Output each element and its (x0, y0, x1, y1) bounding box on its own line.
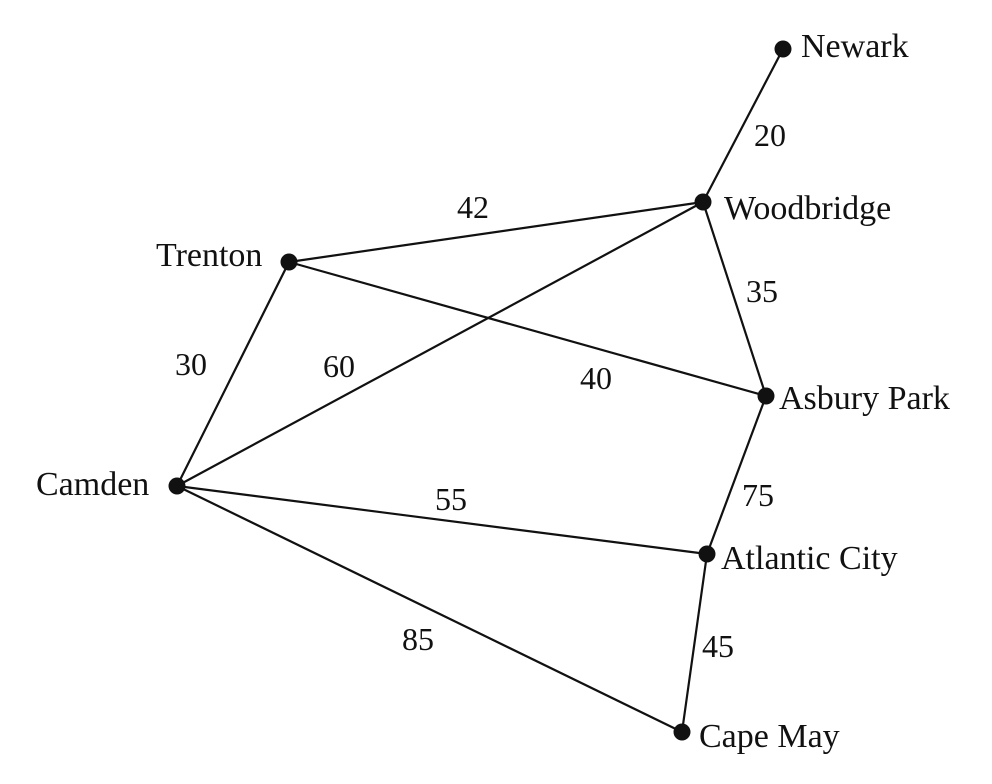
node-woodbridge (694, 193, 712, 211)
edge-camden-atlantic (176, 484, 708, 556)
weight-camden-capemay: 85 (402, 621, 434, 657)
weight-trenton-asbury: 40 (580, 360, 612, 396)
nodes-group (168, 40, 792, 741)
weight-camden-atlantic: 55 (435, 481, 467, 517)
node-labels-group: Newark Woodbridge Trenton Asbury Park Ca… (36, 28, 950, 755)
node-newark (774, 40, 792, 58)
node-label-atlantic-city: Atlantic City (721, 540, 898, 577)
node-label-cape-may: Cape May (699, 718, 840, 755)
edge-newark-woodbridge (702, 48, 784, 203)
edge-woodbridge-asbury (701, 201, 768, 397)
weight-trenton-woodbridge: 42 (457, 189, 489, 225)
weight-newark-woodbridge: 20 (754, 117, 786, 153)
node-asbury-park (757, 387, 775, 405)
node-label-trenton: Trenton (156, 237, 262, 274)
node-label-woodbridge: Woodbridge (724, 190, 891, 227)
node-atlantic-city (698, 545, 716, 563)
weight-camden-woodbridge: 60 (323, 348, 355, 384)
node-label-camden: Camden (36, 466, 149, 503)
weight-atlantic-capemay: 45 (702, 628, 734, 664)
edge-camden-woodbridge (176, 201, 704, 487)
weight-asbury-atlantic: 75 (742, 477, 774, 513)
node-label-newark: Newark (801, 28, 909, 65)
edge-trenton-woodbridge (288, 200, 704, 264)
edge-trenton-asbury (288, 260, 767, 398)
edge-camden-capemay (176, 485, 683, 733)
edge-weights-group: 20 42 35 30 60 40 55 75 85 45 (175, 117, 786, 664)
node-label-asbury-park: Asbury Park (779, 380, 950, 417)
edge-asbury-atlantic (705, 395, 768, 555)
weight-trenton-camden: 30 (175, 346, 207, 382)
node-cape-may (673, 723, 691, 741)
weight-woodbridge-asbury: 35 (746, 273, 778, 309)
node-trenton (280, 253, 298, 271)
edge-atlantic-capemay (680, 553, 709, 733)
node-camden (168, 477, 186, 495)
edges-group (176, 48, 784, 733)
edge-trenton-camden (176, 261, 290, 487)
